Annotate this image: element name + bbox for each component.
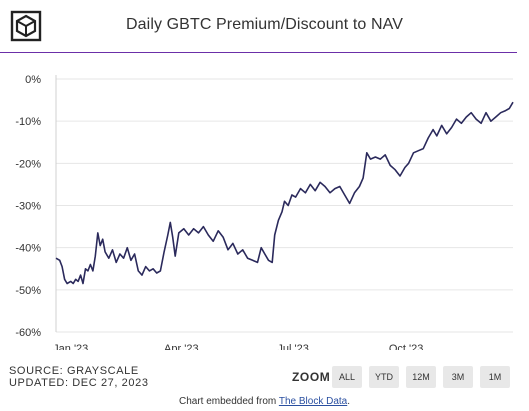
updated-line: UPDATED: DEC 27, 2023 (9, 377, 149, 389)
grid-lines (55, 75, 513, 333)
y-tick-label: -40% (15, 243, 41, 255)
zoom-ytd-button[interactable]: YTD (369, 366, 399, 388)
y-tick-label: -10% (15, 116, 41, 128)
source-line: SOURCE: GRAYSCALE (9, 365, 139, 377)
y-tick-label: -50% (15, 285, 41, 297)
zoom-all-button[interactable]: ALL (332, 366, 362, 388)
x-tick-label: Apr '23 (164, 343, 199, 350)
y-tick-label: -30% (15, 201, 41, 213)
zoom-12m-button[interactable]: 12M (406, 366, 436, 388)
series-line-gbtc-premium[interactable] (55, 101, 514, 285)
footer-suffix: . (347, 396, 351, 407)
y-tick-label: -20% (15, 158, 41, 170)
the-block-data-link[interactable]: The Block Data (278, 396, 348, 407)
chart-title: Daily GBTC Premium/Discount to NAV (126, 16, 403, 33)
x-tick-label: Jul '23 (277, 343, 308, 350)
y-axis-ticks: 0% -10% -20% -30% -40% -50% -60% (15, 74, 41, 339)
y-tick-label: 0% (25, 74, 41, 86)
x-tick-label: Jan '23 (53, 343, 88, 350)
x-tick-label: Oct '23 (389, 343, 424, 350)
zoom-1m-button[interactable]: 1M (480, 366, 510, 388)
y-tick-label: -60% (15, 327, 41, 339)
title-divider (0, 52, 517, 53)
zoom-label: ZOOM (292, 370, 331, 384)
the-block-cube-icon (8, 9, 44, 43)
source-note: SOURCE: GRAYSCALE UPDATED: DEC 27, 2023 (9, 365, 149, 389)
zoom-3m-button[interactable]: 3M (443, 366, 473, 388)
footer-prefix: Chart embedded from (178, 396, 279, 407)
x-axis-ticks: Jan '23 Apr '23 Jul '23 Oct '23 (53, 343, 423, 350)
embed-footer: Chart embedded from The Block Data. (0, 396, 529, 407)
line-chart[interactable]: 0% -10% -20% -30% -40% -50% -60% Jan '23 Apr '2… (0, 60, 529, 350)
